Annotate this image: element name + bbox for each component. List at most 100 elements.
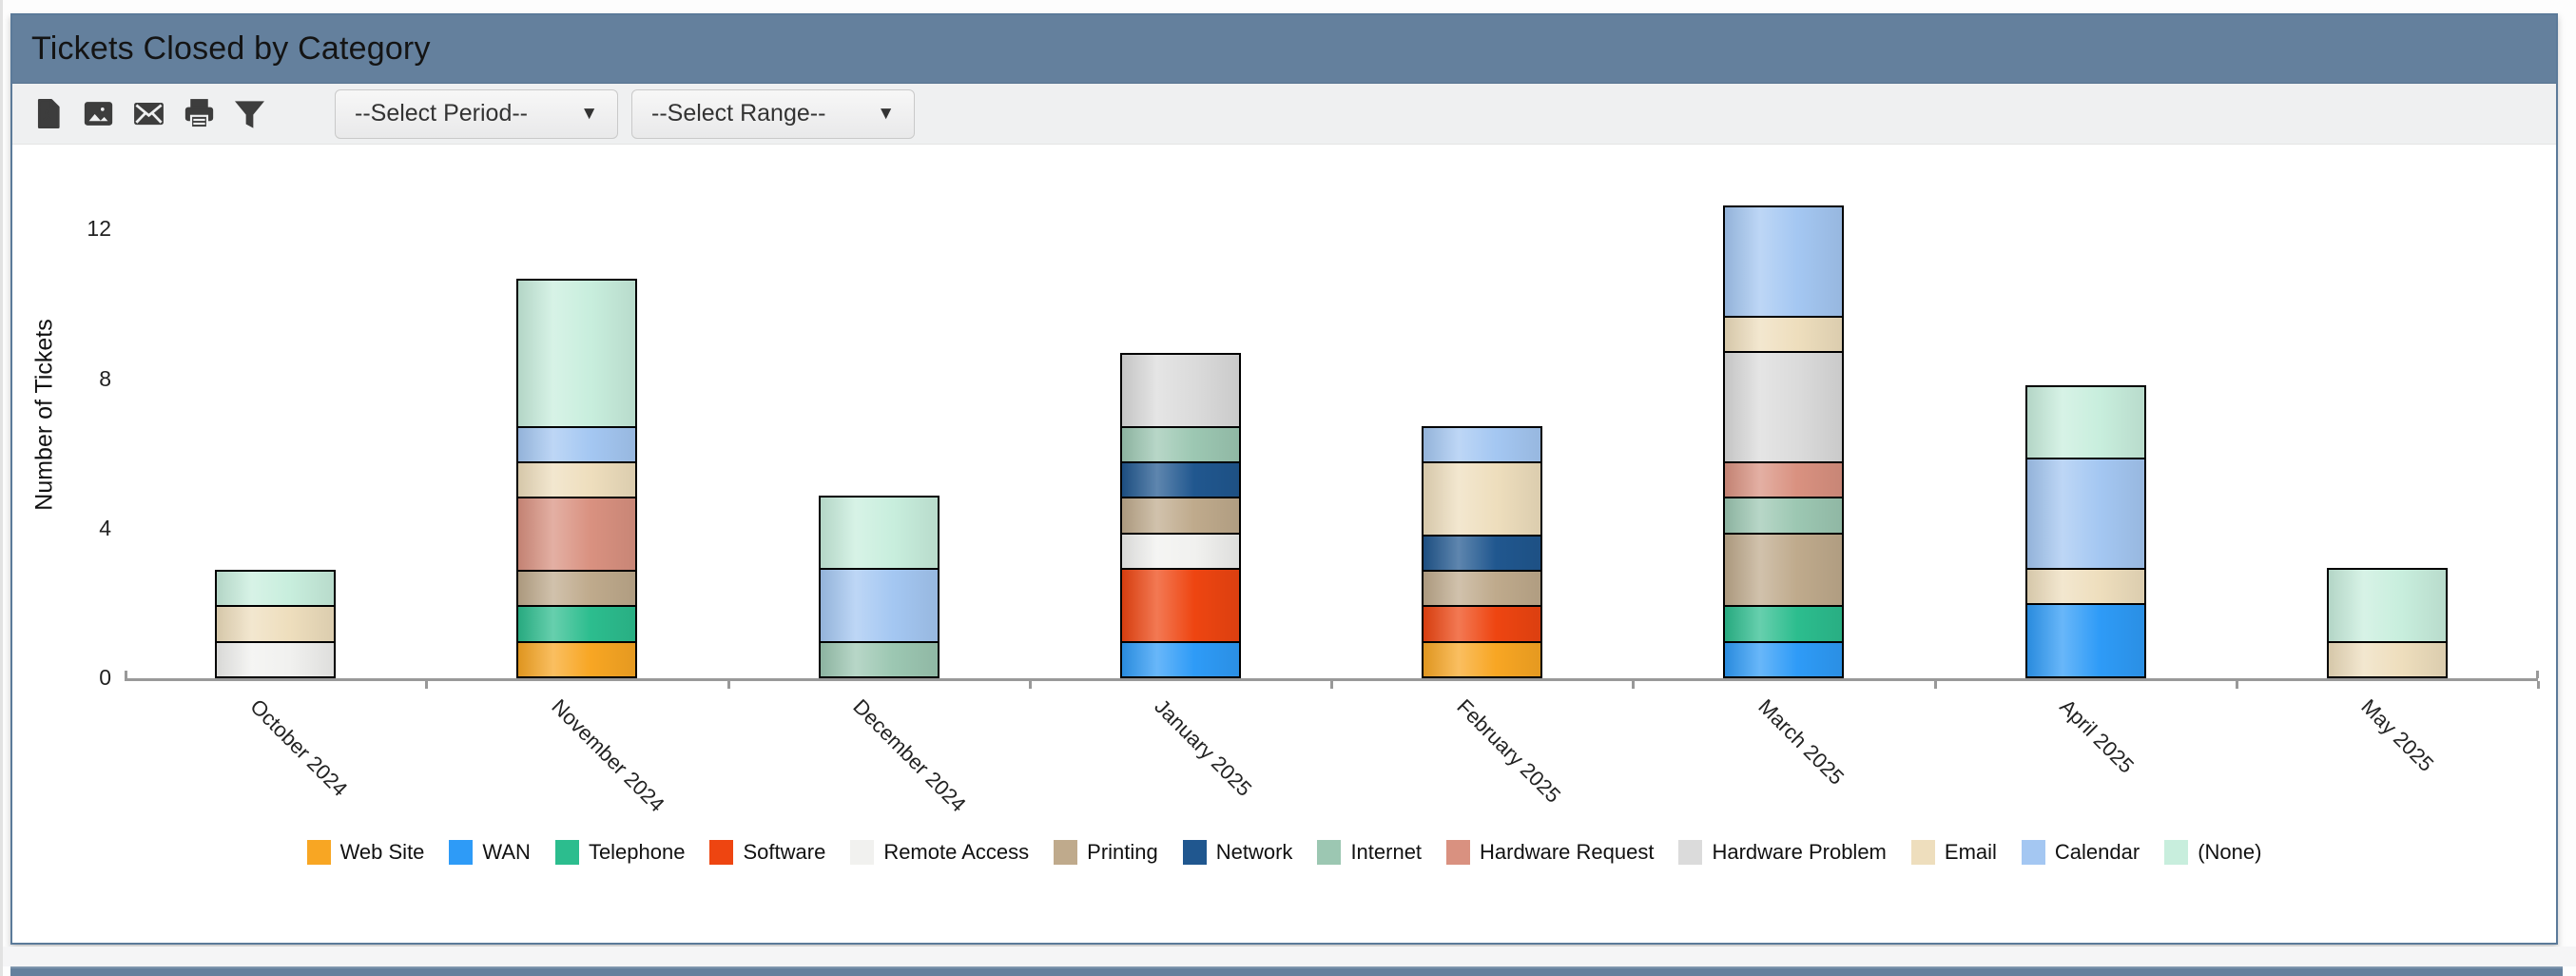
bar-segment-none[interactable] <box>2024 384 2146 460</box>
bar-segment-printing[interactable] <box>1422 570 1543 608</box>
legend-label: Printing <box>1087 840 1158 864</box>
bar-segment-email[interactable] <box>2326 640 2448 678</box>
bar-segment-calendar[interactable] <box>2024 458 2146 571</box>
bar-segment-calendar[interactable] <box>516 425 638 464</box>
chart-toolbar: --Select Period-- ▼ --Select Range-- ▼ <box>12 84 2556 145</box>
bar-segment-internet[interactable] <box>1723 497 1845 535</box>
x-axis-label: October 2024 <box>244 694 352 801</box>
y-axis-title: Number of Tickets <box>30 319 58 511</box>
x-axis-tick <box>1028 681 1032 689</box>
bar-segment-internet[interactable] <box>818 640 939 678</box>
bar-segment-none[interactable] <box>215 570 337 608</box>
legend-swatch <box>1317 840 1342 865</box>
legend-label: Telephone <box>588 840 686 864</box>
bar-segment-telephone[interactable] <box>516 605 638 643</box>
filter-button[interactable] <box>227 90 271 138</box>
bar-segment-email[interactable] <box>2024 568 2146 606</box>
bar-segment-hardware-request[interactable] <box>1723 461 1845 499</box>
legend-swatch <box>1678 840 1703 865</box>
bar-segment-wan[interactable] <box>1119 640 1241 678</box>
legend-label: Email <box>1944 840 1997 864</box>
stacked-bar-april-2025 <box>2024 384 2146 678</box>
bar-segment-calendar[interactable] <box>1422 425 1543 464</box>
x-axis-label: January 2025 <box>1150 694 1257 801</box>
bar-segment-hardware-problem[interactable] <box>1119 353 1241 428</box>
x-axis-label: May 2025 <box>2356 694 2439 777</box>
select-period-value: --Select Period-- <box>355 100 528 127</box>
bar-segment-internet[interactable] <box>1119 425 1241 464</box>
legend-swatch <box>1910 840 1935 865</box>
x-axis-label: February 2025 <box>1451 694 1565 808</box>
y-axis-tick-label: 12 <box>87 216 111 242</box>
bar-segment-printing[interactable] <box>1723 532 1845 608</box>
y-axis-tick-label: 0 <box>99 665 111 690</box>
x-axis-tick <box>1933 681 1937 689</box>
bar-segment-software[interactable] <box>1119 568 1241 643</box>
chart-area: Number of Tickets 0 4 8 12 October 2024 Nove… <box>12 145 2556 943</box>
x-axis-label: December 2024 <box>848 694 971 817</box>
bar-segment-printing[interactable] <box>516 570 638 608</box>
bar-segment-none[interactable] <box>516 278 638 428</box>
print-button[interactable] <box>177 90 221 138</box>
next-panel-header <box>10 966 2563 976</box>
bar-segment-none[interactable] <box>2326 568 2448 643</box>
bar-segment-software[interactable] <box>1422 605 1543 643</box>
bar-segment-none[interactable] <box>818 495 939 571</box>
bar-segment-wan[interactable] <box>1723 640 1845 678</box>
x-axis-label: November 2024 <box>547 694 669 817</box>
legend-item: Hardware Request <box>1446 840 1654 865</box>
email-icon <box>131 96 166 131</box>
bar-segment-email[interactable] <box>1422 461 1543 537</box>
legend-swatch <box>2164 840 2189 865</box>
filter-icon <box>232 96 267 131</box>
legend-swatch <box>2021 840 2045 865</box>
x-axis-tick <box>2537 681 2540 689</box>
panel-title-bar: Tickets Closed by Category <box>12 15 2556 84</box>
bar-segment-email[interactable] <box>1723 315 1845 354</box>
bar-segment-email[interactable] <box>516 461 638 499</box>
bar-segment-remote-access[interactable] <box>1119 532 1241 571</box>
stacked-bar-february-2025 <box>1422 425 1543 678</box>
legend-item: Printing <box>1054 840 1158 865</box>
legend-label: Internet <box>1350 840 1423 864</box>
legend-swatch <box>1446 840 1471 865</box>
bar-segment-hardware-problem[interactable] <box>1723 351 1845 464</box>
bar-segment-remote-access[interactable] <box>215 640 337 678</box>
legend-label: WAN <box>482 840 531 864</box>
x-axis-line <box>125 678 2538 681</box>
legend-item: Calendar <box>2021 840 2140 865</box>
legend-item: (None) <box>2164 840 2261 865</box>
panel-gap <box>3 947 2576 966</box>
bar-segment-web-site[interactable] <box>516 640 638 678</box>
stacked-bar-january-2025 <box>1119 353 1241 678</box>
legend-label: Network <box>1215 840 1293 864</box>
x-axis-tick <box>125 671 127 678</box>
page-title: Tickets Closed by Category <box>31 30 431 67</box>
legend-swatch <box>1054 840 1078 865</box>
bar-segment-printing[interactable] <box>1119 497 1241 535</box>
bar-segment-calendar[interactable] <box>818 568 939 643</box>
bar-segment-telephone[interactable] <box>1723 605 1845 643</box>
select-range-dropdown[interactable]: --Select Range-- ▼ <box>631 88 915 139</box>
legend-label: Remote Access <box>883 840 1030 864</box>
bar-segment-network[interactable] <box>1119 461 1241 499</box>
select-range-value: --Select Range-- <box>651 100 826 127</box>
print-icon <box>182 96 217 131</box>
bar-segment-wan[interactable] <box>2024 603 2146 678</box>
bar-segment-web-site[interactable] <box>1422 640 1543 678</box>
email-button[interactable] <box>126 90 170 138</box>
stacked-bar-november-2024 <box>516 278 638 678</box>
legend-label: Hardware Request <box>1480 840 1655 864</box>
chart-legend: Web Site WAN Telephone Software Remote Acces… <box>12 840 2556 865</box>
bar-segment-network[interactable] <box>1422 534 1543 573</box>
bar-segment-calendar[interactable] <box>1723 205 1845 318</box>
pdf-export-button[interactable] <box>26 90 69 138</box>
bar-segment-hardware-request[interactable] <box>516 497 638 573</box>
bar-segment-email[interactable] <box>215 605 337 643</box>
legend-item: Telephone <box>554 840 686 865</box>
select-period-dropdown[interactable]: --Select Period-- ▼ <box>335 88 618 139</box>
image-export-button[interactable] <box>76 90 120 138</box>
legend-item: WAN <box>449 840 531 865</box>
x-axis-label: March 2025 <box>1753 694 1850 790</box>
